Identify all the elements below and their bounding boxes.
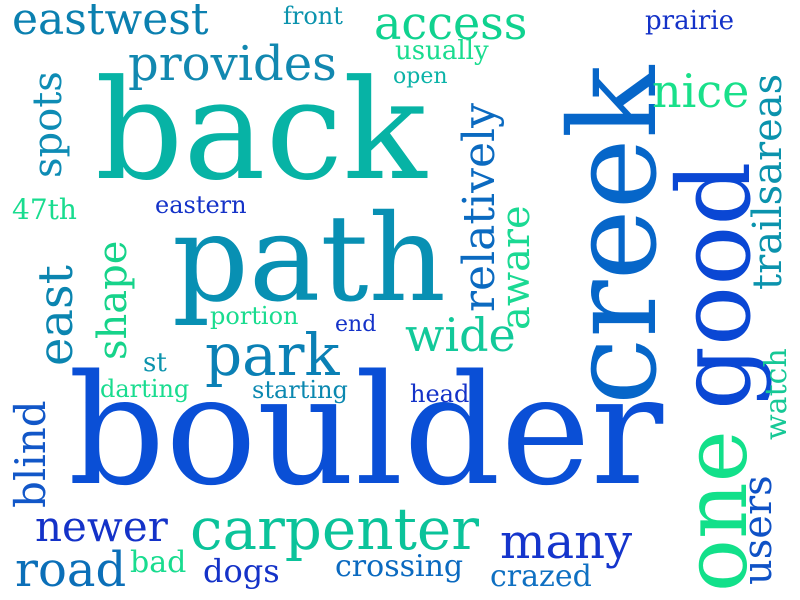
word-shape: shape [90,240,136,360]
word-path: path [172,190,446,329]
word-eastern: eastern [155,191,247,219]
word-open: open [393,64,448,89]
word-blind: blind [6,400,55,508]
word-provides: provides [128,36,337,92]
word-st: st [143,348,167,378]
word-crazed: crazed [490,559,592,594]
word-starting: starting [252,376,348,404]
word-park: park [205,321,340,389]
word-usually: usually [395,36,489,66]
word-front: front [283,2,343,30]
word-east: east [28,265,84,366]
word-wide: wide [405,308,516,362]
word-users: users [735,475,781,585]
word-prairie: prairie [645,6,735,36]
word-crossing: crossing [335,549,464,584]
word-nice: nice [652,64,750,118]
word-many: many [500,514,633,570]
word-aware: aware [493,205,539,330]
word-watch: watch [759,348,794,440]
word-end: end [335,312,377,337]
word-newer: newer [35,502,168,551]
word-darting: darting [100,375,190,403]
word-eastwest: eastwest [12,0,209,45]
word-bad: bad [130,545,187,580]
word-head: head [410,380,470,408]
word-back: back [95,50,427,211]
word-road: road [15,542,127,598]
word-carpenter: carpenter [190,495,479,563]
word-trailsareas: trailsareas [745,73,791,290]
word-portion: portion [210,302,299,330]
word-access: access [374,0,528,50]
word-dogs: dogs [203,552,280,590]
word-boulder: boulder [68,342,664,519]
word-47th: 47th [12,193,77,226]
word-spots: spots [25,71,71,178]
